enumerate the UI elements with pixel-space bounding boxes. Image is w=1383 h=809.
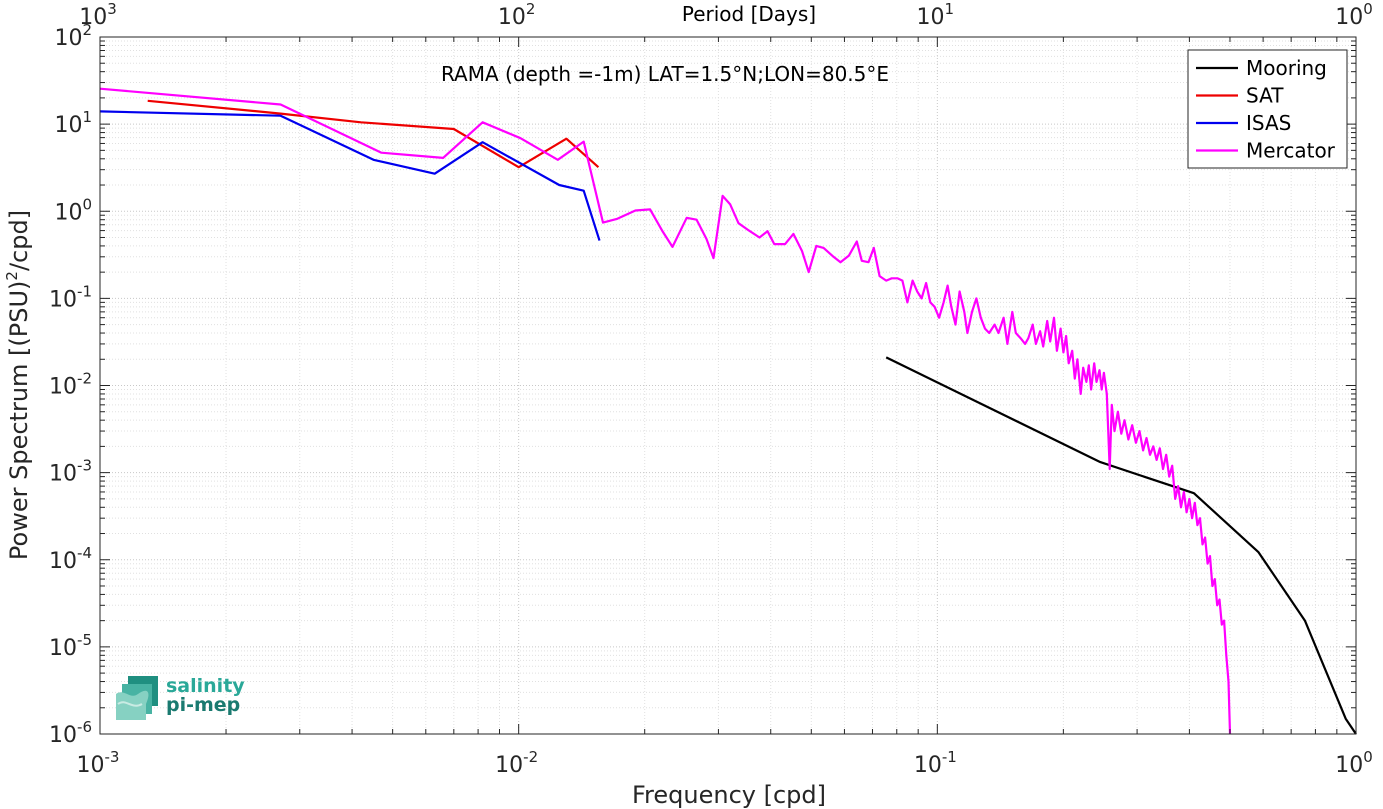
y-tick-label-base: 10 <box>54 113 82 138</box>
x-tick-label-exponent: -3 <box>105 748 120 766</box>
top-tick-label-exponent: 2 <box>526 0 536 18</box>
x-tick-label: 100 <box>1335 748 1373 778</box>
legend-box <box>1187 49 1348 169</box>
series-line-mercator <box>99 87 1232 735</box>
legend: Mooring SAT ISAS Mercator <box>1187 49 1348 169</box>
y-axis-label-main: Power Spectrum [(PSU) <box>5 281 33 560</box>
y-axis-label-tail: /cpd] <box>5 210 33 271</box>
logo-waves-icon <box>116 676 158 720</box>
x-tick-label: 10-2 <box>495 748 538 778</box>
y-tick-label-base: 10 <box>49 723 77 748</box>
y-tick-label: 102 <box>54 21 92 51</box>
top-tick-label: 100 <box>1335 0 1373 30</box>
y-tick-label-exponent: -4 <box>77 544 92 562</box>
y-tick-label-exponent: 2 <box>82 21 92 39</box>
x-tick-label-exponent: 0 <box>1363 748 1373 766</box>
x-tick-label-base: 10 <box>914 753 942 778</box>
top-tick-label-exponent: 1 <box>945 0 955 18</box>
legend-label-mooring: Mooring <box>1246 56 1327 80</box>
x-tick-label: 10-1 <box>914 748 957 778</box>
series-line-sat <box>147 99 600 169</box>
legend-label-mercator: Mercator <box>1246 139 1336 163</box>
top-tick-label-base: 10 <box>917 5 945 30</box>
y-tick-label-exponent: 0 <box>82 195 92 213</box>
top-tick-label-base: 10 <box>498 5 526 30</box>
x-tick-label-base: 10 <box>495 753 523 778</box>
top-tick-label-base: 10 <box>79 5 107 30</box>
top-axis-label: Period [Days] <box>682 2 816 26</box>
series-line-mooring <box>885 356 1357 735</box>
chart-title: RAMA (depth =-1m) LAT=1.5°N;LON=80.5°E <box>441 62 889 86</box>
y-tick-label-base: 10 <box>49 375 77 400</box>
tick-marks <box>99 36 1357 735</box>
y-tick-label-base: 10 <box>54 200 82 225</box>
y-tick-label-exponent: -3 <box>77 457 92 475</box>
y-tick-label-exponent: -6 <box>77 718 92 736</box>
top-tick-label-exponent: 0 <box>1363 0 1373 18</box>
series-group <box>99 87 1357 735</box>
top-tick-label: 101 <box>917 0 955 30</box>
logo-text-pi-mep: pi-mep <box>166 694 241 716</box>
top-tick-label-base: 10 <box>1335 5 1363 30</box>
top-tick-label: 102 <box>498 0 536 30</box>
y-tick-label-base: 10 <box>54 26 82 51</box>
y-tick-label: 100 <box>54 195 92 225</box>
logo-wave-line <box>117 701 143 707</box>
x-axis-label: Frequency [cpd] <box>632 781 826 809</box>
legend-label-sat: SAT <box>1246 84 1284 108</box>
y-tick-label-base: 10 <box>49 287 77 312</box>
y-tick-label: 10-5 <box>49 631 92 661</box>
y-tick-label-exponent: -2 <box>77 370 92 388</box>
y-tick-label-exponent: 1 <box>82 108 92 126</box>
y-axis-label: Power Spectrum [(PSU)2/cpd] <box>3 210 33 560</box>
y-tick-label-exponent: -5 <box>77 631 92 649</box>
grid <box>99 37 1356 735</box>
legend-label-isas: ISAS <box>1246 111 1291 135</box>
y-tick-label: 10-1 <box>49 282 92 312</box>
x-tick-label-base: 10 <box>77 753 105 778</box>
y-tick-label-exponent: -1 <box>77 282 92 300</box>
top-tick-label: 103 <box>79 0 117 30</box>
series-line-isas <box>99 110 601 241</box>
x-tick-label-base: 10 <box>1335 753 1363 778</box>
x-tick-label-exponent: -2 <box>523 748 538 766</box>
logo-text-salinity: salinity <box>166 675 245 697</box>
top-tick-label-exponent: 3 <box>107 0 117 18</box>
x-tick-label: 10-3 <box>77 748 120 778</box>
x-tick-label-exponent: -1 <box>942 748 957 766</box>
salinity-pi-mep-logo: salinity pi-mep <box>116 672 256 724</box>
y-axis-label-sup: 2 <box>3 271 21 281</box>
y-tick-label: 10-4 <box>49 544 92 574</box>
y-tick-label-base: 10 <box>49 549 77 574</box>
y-tick-label-base: 10 <box>49 636 77 661</box>
y-tick-label: 10-2 <box>49 370 92 400</box>
y-tick-label: 10-3 <box>49 457 92 487</box>
y-tick-label-base: 10 <box>49 462 77 487</box>
y-tick-label: 101 <box>54 108 92 138</box>
y-tick-label: 10-6 <box>49 718 92 748</box>
